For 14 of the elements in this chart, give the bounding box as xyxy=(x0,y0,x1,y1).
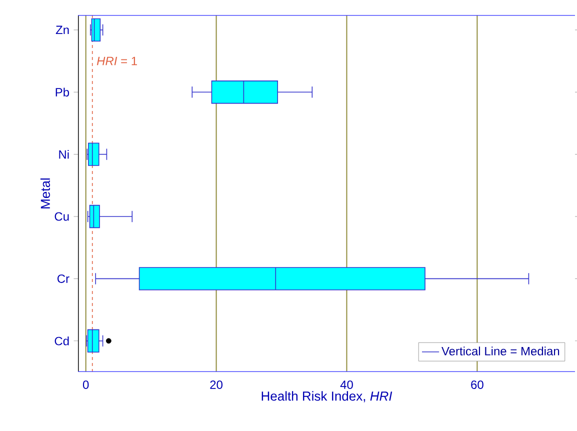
y-tick-label: Cr xyxy=(57,274,70,283)
y-axis-title: Metal xyxy=(40,178,50,208)
y-tick-label: Zn xyxy=(56,26,69,34)
legend-label: Vertical Line = Median xyxy=(442,346,560,356)
x-tick-label: 0 xyxy=(82,380,89,389)
y-tick-label: Cd xyxy=(54,336,69,346)
x-tick-label: 20 xyxy=(210,380,222,389)
x-axis-title: Health Risk Index, HRI xyxy=(262,391,392,402)
ref-line-label: HRI = 1 xyxy=(96,56,137,66)
y-tick-label: Ni xyxy=(59,150,69,159)
y-tick-label: Cu xyxy=(54,212,69,221)
x-tick-label: 40 xyxy=(340,380,353,389)
y-tick-label: Pb xyxy=(56,88,70,97)
x-tick-label: 60 xyxy=(471,380,484,389)
